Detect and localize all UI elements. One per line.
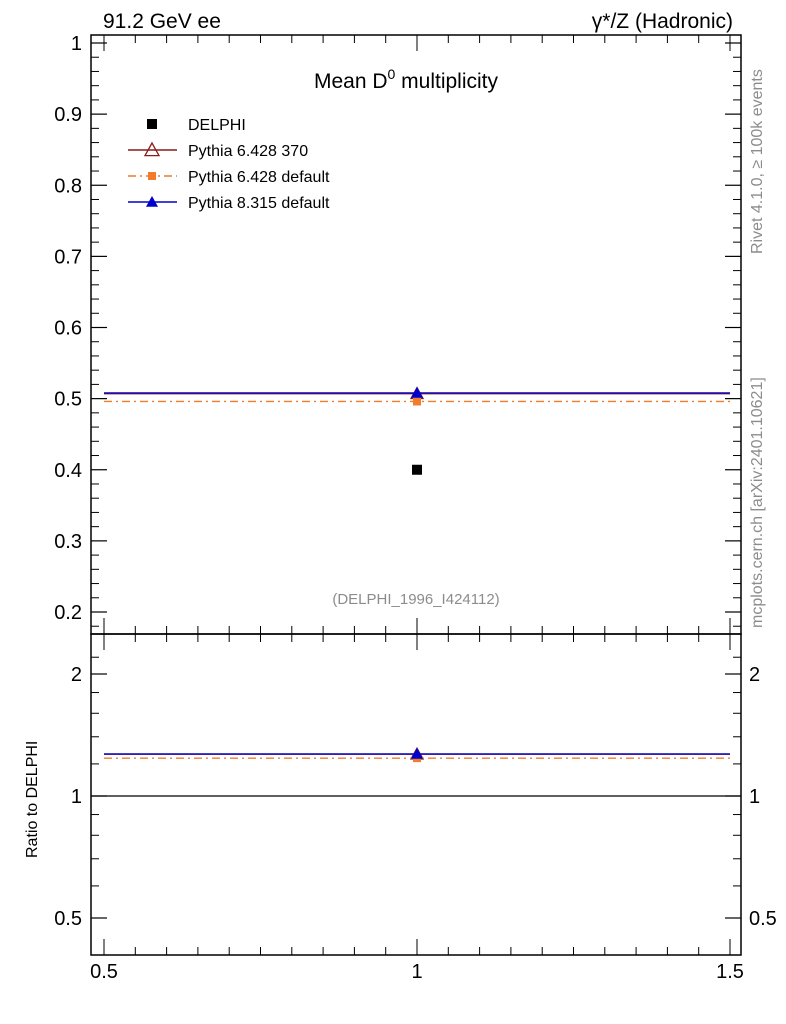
xtick-label: 0.5 [90,961,118,983]
main-marker-0 [412,464,422,475]
main-ytick-label: 0.2 [54,602,82,624]
ratio-ytick-label-right: 2 [749,664,760,686]
main-marker-2 [413,397,421,406]
header-right: γ*/Z (Hadronic) [592,10,733,33]
main-ytick-label: 0.6 [54,318,82,340]
legend-marker-0 [147,119,157,129]
ratio-ylabel: Ratio to DELPHI [24,741,41,858]
legend-label-2: Pythia 6.428 default [188,169,330,186]
legend-marker-3 [146,196,158,207]
legend-label-1: Pythia 6.428 370 [188,143,308,160]
ratio-marker-3 [411,747,423,759]
chart-title-main: Mean D [314,70,388,93]
rivet-label: Rivet 4.1.0, ≥ 100k events [749,69,766,254]
header-left: 91.2 GeV ee [103,10,221,33]
legend: DELPHI Pythia 6.428 370 Pythia 6.428 defau… [128,117,330,212]
main-ytick-label: 0.3 [54,531,82,553]
legend-label-0: DELPHI [188,117,246,134]
axis-ticks: 0.2 0.3 0.4 0.5 0.6 0.7 0.8 0.9 1 0.5 1 1.5 0.5 0.5 1 1… [54,33,777,983]
ratio-plot-frame [90,633,742,956]
ratio-ytick-label-right: 0.5 [749,908,777,930]
main-ytick-label: 0.5 [54,389,82,411]
chart-title: Mean D0 multiplicity [314,66,499,93]
ratio-ytick-label-left: 0.5 [54,908,82,930]
main-ytick-label: 0.9 [54,104,82,126]
main-marker-3 [411,386,423,398]
chart-title-sup: 0 [388,66,396,82]
ratio-ytick-label-right: 1 [749,786,760,808]
data-marks [91,386,741,797]
legend-marker-1 [143,141,161,157]
analysis-id: (DELPHI_1996_I424112) [332,591,499,608]
main-ytick-label: 0.8 [54,175,82,197]
chart-title-rest: multiplicity [395,70,498,93]
main-ytick-label: 1 [71,33,82,55]
ratio-ytick-label-left: 1 [71,786,82,808]
main-ytick-label: 0.7 [54,246,82,268]
legend-marker-2 [148,172,156,180]
xtick-label: 1 [411,961,422,983]
mcplots-label: mcplots.cern.ch [arXiv:2401.10621] [749,377,766,628]
xtick-label: 1.5 [716,961,744,983]
legend-label-3: Pythia 8.315 default [188,195,330,212]
main-ytick-label: 0.4 [54,460,82,482]
ratio-ytick-label-left: 2 [71,664,82,686]
